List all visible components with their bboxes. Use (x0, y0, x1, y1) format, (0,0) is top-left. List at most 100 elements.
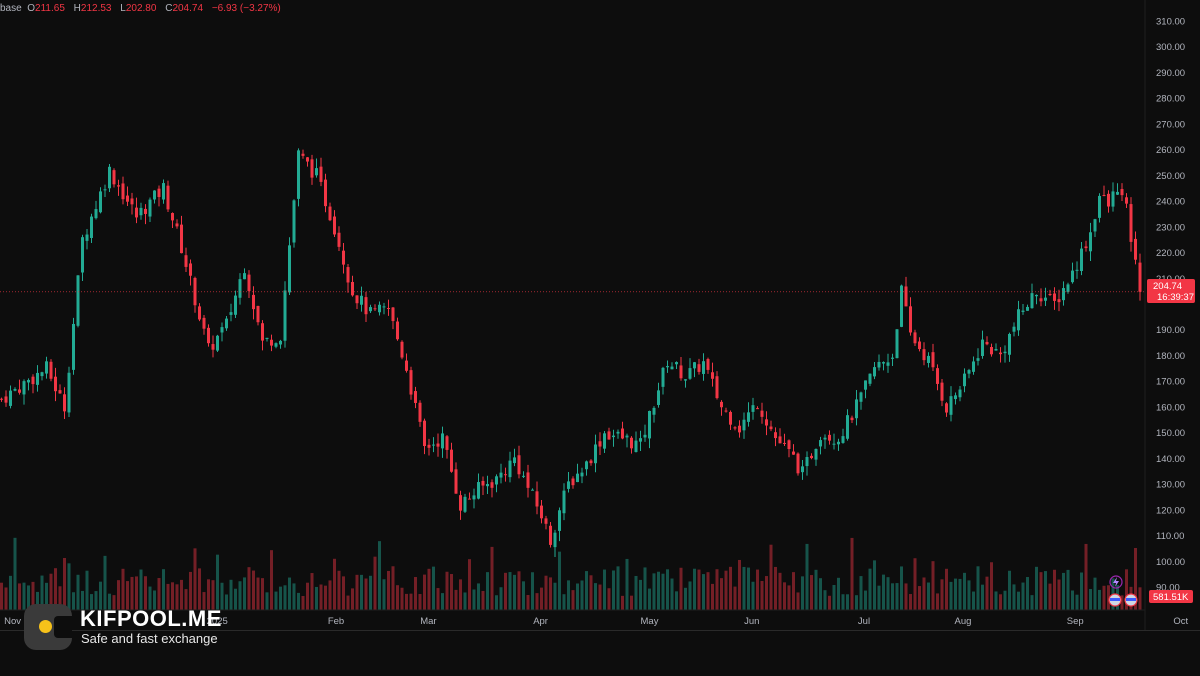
candle-body (418, 402, 422, 422)
volume-bar (940, 579, 944, 610)
volume-bar (63, 557, 66, 610)
volume-bar (207, 579, 210, 610)
volume-bar (841, 594, 845, 610)
lightning-event-icon[interactable] (1109, 575, 1123, 589)
volume-bar (634, 575, 638, 610)
candle-body (234, 295, 237, 315)
candle-body (661, 367, 665, 387)
candle-body (229, 312, 233, 315)
candle-body (9, 390, 12, 406)
volume-bar (310, 573, 314, 610)
candle-body (585, 461, 588, 470)
logo-notch (54, 616, 72, 638)
volume-bar (427, 568, 431, 610)
volume-bar (819, 578, 822, 610)
candle-body (945, 403, 948, 413)
volume-bar (54, 568, 57, 610)
volume-bar (999, 594, 1002, 610)
volume-bar (837, 577, 840, 610)
volume-bar (477, 583, 480, 610)
volume-bar (1026, 577, 1029, 610)
candle-body (279, 340, 282, 345)
volume-bar (1030, 595, 1034, 610)
candle-body (738, 425, 741, 433)
candle-body (567, 481, 570, 489)
candle-body (369, 307, 372, 312)
candle-body (1111, 191, 1115, 207)
candle-body (706, 359, 710, 370)
volume-bar (1012, 584, 1016, 610)
candle-body (351, 281, 354, 296)
candle-body (774, 432, 777, 439)
candle-body (931, 352, 935, 368)
candle-body (1098, 195, 1101, 218)
volume-bar (972, 591, 975, 610)
candle-body (751, 405, 755, 412)
volume-bar (36, 591, 39, 610)
volume-bar (787, 585, 791, 610)
volume-bar (1039, 572, 1043, 610)
price-chart[interactable]: 310.00 300.00 290.00 280.00 270.00 260.00 250.… (0, 0, 1200, 630)
price-tick-label: 260.00 (1156, 145, 1185, 156)
volume-bar (630, 595, 633, 610)
volume-bar (580, 580, 584, 610)
change-value: −6.93 (−3.27%) (211, 3, 281, 14)
volume-bar (724, 570, 728, 610)
candle-body (648, 410, 651, 439)
candle-body (103, 189, 107, 191)
candle-body (270, 339, 273, 346)
candle-body (1048, 294, 1052, 296)
volume-bar (1071, 590, 1074, 610)
volume-bar (342, 576, 345, 610)
volume-bar (94, 591, 98, 610)
candle-body (607, 431, 611, 440)
volume-bar (774, 566, 777, 610)
candle-body (148, 199, 152, 217)
volume-bar (990, 562, 993, 610)
volume-bar (382, 579, 386, 610)
candle-body (841, 436, 845, 443)
volume-bar (58, 586, 62, 610)
volume-bar (184, 589, 188, 610)
candle-body (877, 361, 881, 368)
candle-body (22, 381, 26, 395)
open-key: O (27, 3, 36, 14)
lightning-glyph (1113, 577, 1119, 587)
candle-body (819, 440, 822, 447)
volume-bar (778, 572, 782, 610)
volume-bar (27, 585, 30, 610)
volume-bar (261, 578, 264, 610)
candle-body (603, 433, 606, 449)
price-tick-label: 190.00 (1156, 325, 1185, 336)
candle-body (837, 441, 840, 445)
volume-bar (796, 592, 800, 610)
volume-bar (918, 586, 921, 610)
event-markers[interactable] (1108, 575, 1138, 607)
candle-body (684, 379, 687, 381)
candle-body (477, 482, 480, 499)
kifpool-logo-icon (24, 604, 72, 650)
candle-body (576, 473, 579, 483)
volume-bar (378, 541, 381, 610)
volume-bar (877, 585, 881, 610)
volume-bar (265, 592, 269, 610)
volume-bar (756, 569, 759, 610)
candle-body (454, 469, 458, 494)
volume-bar (562, 594, 566, 610)
time-tick-label: May (641, 616, 659, 627)
time-axis[interactable]: Nov 2025 Feb Mar Apr May Jun Jul Aug Sep Oct (4, 616, 1188, 627)
volume-bar (4, 587, 8, 610)
candle-body (765, 419, 768, 426)
candle-body (121, 183, 125, 200)
candle-body (918, 341, 921, 350)
candle-body (40, 372, 44, 377)
volume-bar (414, 577, 417, 610)
volume-bar (391, 566, 395, 610)
candle-body (337, 232, 341, 247)
candle-body (198, 306, 201, 320)
volume-bar (612, 570, 615, 610)
volume-bar (162, 569, 165, 610)
volume-bar (234, 588, 237, 610)
candle-body (508, 460, 512, 478)
volume-bar (1093, 577, 1097, 610)
